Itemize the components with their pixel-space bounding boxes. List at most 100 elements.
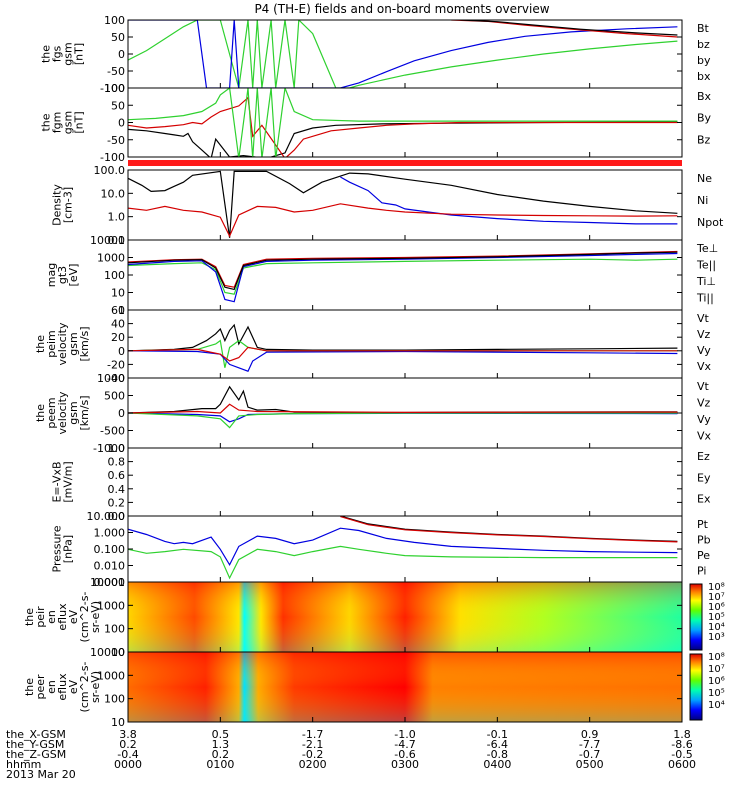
y-tick-label: 1000 — [97, 372, 125, 385]
y-tick-label: -50 — [107, 134, 125, 147]
legend-entry: bx — [697, 70, 711, 83]
y-axis-label: Density[cm-3] — [51, 184, 75, 226]
legend-entry: Vy — [697, 344, 711, 357]
series-line — [340, 176, 678, 225]
y-tick-label: 1000 — [97, 252, 125, 265]
date-label: 2013 Mar 20 — [6, 768, 76, 781]
x-axis-value: 0200 — [299, 758, 327, 771]
colorbar-tick-label: 10⁵ — [708, 688, 725, 699]
panel-peem-velocity: 1000 500 0 -500 -1000thepeemvelocitygsm[km/s… — [34, 372, 712, 455]
y-tick-label: 1.0 — [108, 211, 126, 224]
colorbar — [689, 583, 703, 651]
legend-entry: Vt — [697, 312, 710, 325]
panel-density: 100.0 10.0 1.0 0.1 Density[cm-3] Ne Ni Npot — [51, 164, 724, 247]
y-tick-label: 0.8 — [108, 456, 126, 469]
colorbar — [689, 653, 703, 721]
panel-fgm: 100 50 0 -50 -100 thefgmgsm[nT] Bx By Bz — [40, 82, 712, 164]
y-tick-label: 10.000 — [87, 510, 126, 523]
x-axis-value: 1.3 — [212, 738, 230, 751]
series-line — [128, 545, 678, 580]
colorbar-tick-label: 10⁷ — [708, 664, 725, 675]
y-tick-label: 10 — [111, 287, 125, 300]
x-axis-value: 0600 — [668, 758, 696, 771]
x-axis-row-label: the_Y-GSM — [6, 738, 64, 751]
y-tick-label: 0.1 — [108, 234, 126, 247]
x-axis-row-label: the_X-GSM — [6, 728, 66, 741]
x-axis-value: -0.7 — [579, 748, 600, 761]
y-tick-label: 100 — [104, 82, 125, 95]
y-tick-label: 10000 — [90, 576, 125, 589]
legend-entry: Ne — [697, 172, 712, 185]
heatmap-shading — [128, 652, 682, 722]
y-tick-label: 0 — [118, 117, 125, 130]
colorbar-tick-label: 10⁸ — [708, 582, 725, 593]
legend-entry: Ez — [697, 450, 710, 463]
y-tick-label: 10.0 — [101, 187, 126, 200]
x-axis-value: -2.1 — [302, 738, 323, 751]
series-line — [128, 350, 678, 372]
series-line — [128, 20, 678, 88]
x-axis-value: -4.7 — [394, 738, 415, 751]
y-tick-label: 0 — [118, 407, 125, 420]
x-axis-value: 0100 — [206, 758, 234, 771]
series-line — [128, 251, 678, 291]
legend-entry: Pi — [697, 565, 706, 578]
legend-entry: Ex — [697, 493, 711, 506]
x-axis-value: -0.2 — [302, 748, 323, 761]
legend-entry: bz — [697, 38, 710, 51]
colorbar-tick-label: 10⁶ — [708, 676, 725, 687]
panel-frame — [127, 309, 683, 379]
plot-title: P4 (TH-E) fields and on-board moments ov… — [254, 2, 549, 16]
panel-fgs: 100 50 0 -50 -100 thefgsgsm[nT] Bt bz by bx — [40, 14, 711, 95]
y-tick-label: 0 — [118, 48, 125, 61]
y-tick-label: 1.0 — [108, 442, 126, 455]
x-axis-value: -1.0 — [394, 728, 415, 741]
legend-entry: Ti|| — [696, 292, 714, 305]
series-line — [460, 20, 678, 36]
y-tick-label: 20 — [111, 331, 125, 344]
legend-entry: Pb — [697, 534, 711, 547]
y-tick-label: 40 — [111, 318, 125, 331]
y-tick-label: 10000 — [90, 646, 125, 659]
y-tick-label: 100 — [104, 623, 125, 636]
colorbar-tick-label: 10³ — [708, 632, 725, 643]
y-tick-label: -1000 — [93, 442, 125, 455]
y-tick-label: 50 — [111, 99, 125, 112]
x-axis-value: 0400 — [483, 758, 511, 771]
panel-temperature: 10000 1000 100 10 1 maggt3[eV] Te⊥ Te|| Ti⊥ Ti|| — [45, 234, 718, 317]
y-tick-label: 100 — [104, 14, 125, 27]
series-line — [128, 252, 678, 303]
colorbar-tick-label: 10⁵ — [708, 612, 725, 623]
y-axis-label: thefgsgsm[nT] — [40, 42, 86, 65]
legend-entry: Vx — [697, 360, 712, 373]
y-tick-label: 0 — [118, 345, 125, 358]
y-axis-label: Pressure[nPa] — [51, 525, 75, 572]
series-line — [128, 203, 678, 238]
y-tick-label: 1.000 — [94, 527, 126, 540]
x-axis-value: 0.2 — [119, 738, 137, 751]
legend-entry: By — [697, 112, 712, 125]
series-line — [128, 339, 678, 368]
colorbar-tick-label: 10⁴ — [708, 700, 725, 711]
panel-efield: 1.00.80.60.40.20.0 E=-VxB[mV/m] Ez Ey Ex — [51, 442, 711, 523]
y-tick-label: 0.001 — [94, 576, 126, 589]
y-tick-label: 10000 — [90, 234, 125, 247]
y-tick-label: 10 — [111, 646, 125, 659]
series-line — [128, 20, 678, 88]
series-line — [128, 258, 678, 295]
x-axis-value: -0.8 — [487, 748, 508, 761]
series-line — [128, 346, 678, 362]
colorbar-tick-label: 10⁷ — [708, 592, 725, 603]
y-axis-label: thefgmgsm[nT] — [40, 111, 86, 134]
legend-entry: Ey — [697, 471, 711, 484]
y-tick-label: 60 — [111, 304, 125, 317]
x-axis-value: 0.9 — [581, 728, 599, 741]
y-axis-label: thepeirenefluxeV(cm^2-s-sr-eV) — [23, 592, 102, 643]
panel-frame — [127, 169, 683, 241]
panel-pressure: 10.000 1.000 0.100 0.010 0.001 Pressure[nPa] P… — [51, 510, 711, 589]
x-axis-value: -0.6 — [394, 748, 415, 761]
legend-entry: Te⊥ — [696, 242, 718, 255]
y-tick-label: 0.4 — [108, 483, 126, 496]
